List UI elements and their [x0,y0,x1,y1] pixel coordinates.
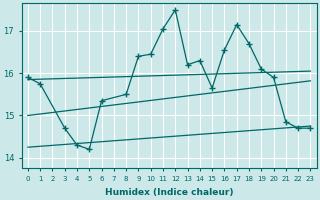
X-axis label: Humidex (Indice chaleur): Humidex (Indice chaleur) [105,188,233,197]
